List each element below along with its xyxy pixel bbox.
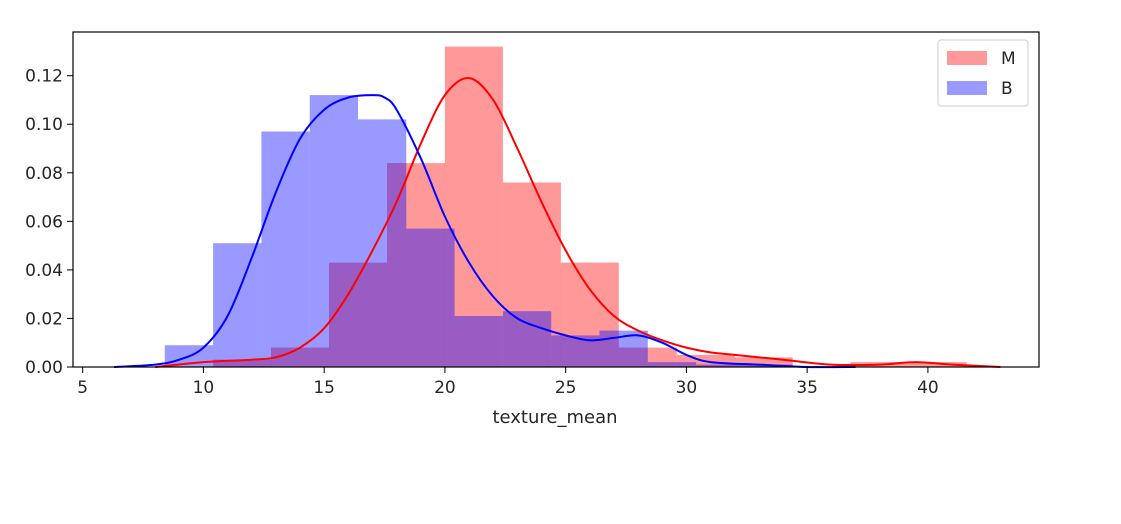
y-axis: 0.00 0.02 0.04 0.06 0.08 0.10 0.12	[25, 67, 73, 378]
x-axis: 5 10 15 20 25 30 35 40	[77, 367, 939, 398]
legend-swatch-m	[947, 51, 987, 65]
x-tick-label: 30	[676, 378, 698, 398]
bar-b	[309, 95, 358, 367]
bar-b	[358, 119, 407, 368]
bar-m	[502, 182, 561, 367]
bar-b	[502, 311, 552, 367]
bar-b	[454, 316, 503, 367]
bar-b	[696, 364, 745, 367]
bar-m	[387, 163, 445, 367]
x-tick-label: 40	[917, 378, 939, 398]
legend-label-m: M	[1001, 49, 1016, 69]
legend-label-b: B	[1001, 79, 1013, 99]
legend: M B	[937, 39, 1029, 107]
kde-layer	[114, 77, 1001, 369]
legend-frame	[937, 39, 1029, 107]
y-tick-label: 0.04	[25, 261, 63, 281]
x-tick-label: 10	[193, 378, 215, 398]
bar-m	[271, 347, 329, 367]
bar-m	[734, 357, 793, 367]
y-tick-label: 0.08	[25, 164, 63, 184]
bar-b	[647, 362, 697, 367]
legend-swatch-b	[947, 81, 987, 95]
x-tick-label: 35	[796, 378, 818, 398]
bar-b	[213, 243, 262, 367]
y-tick-label: 0.12	[25, 67, 63, 87]
x-tick-label: 15	[313, 378, 335, 398]
x-tick-label: 5	[77, 378, 88, 398]
bar-m	[618, 347, 677, 367]
bar-b	[406, 228, 455, 367]
x-tick-label: 20	[434, 378, 456, 398]
y-tick-label: 0.10	[25, 115, 63, 135]
bar-m	[908, 362, 967, 367]
y-tick-label: 0.00	[25, 358, 63, 378]
x-axis-label: texture_mean	[492, 407, 617, 428]
y-tick-label: 0.06	[25, 212, 63, 232]
kde-line-b	[114, 94, 856, 369]
bar-m	[560, 262, 619, 367]
x-tick-label: 25	[555, 378, 577, 398]
plot-frame	[72, 31, 1040, 368]
bars-layer	[164, 46, 967, 368]
bar-m	[329, 262, 387, 367]
y-tick-label: 0.02	[25, 309, 63, 329]
bar-m	[213, 359, 272, 367]
kde-line-m	[155, 77, 1001, 368]
